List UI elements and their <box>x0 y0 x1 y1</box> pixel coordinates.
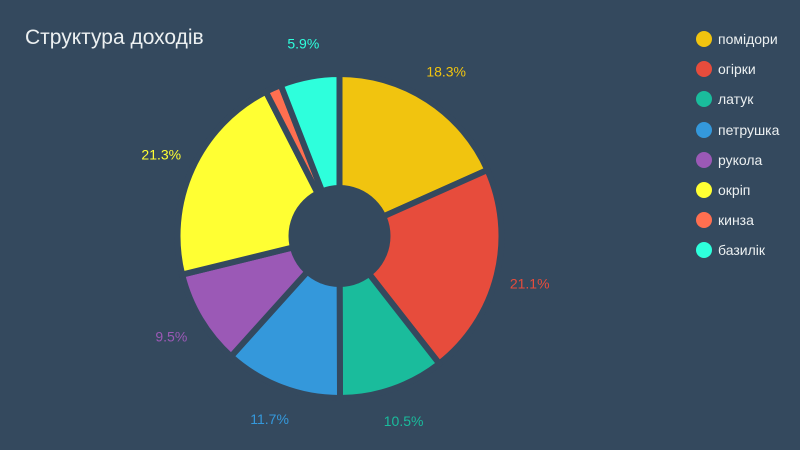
legend-swatch <box>696 242 712 259</box>
legend-item-5[interactable]: рукола <box>696 145 800 175</box>
legend-item-1[interactable]: помідори <box>696 24 800 54</box>
legend-swatch <box>696 61 712 78</box>
legend: помідори огірки латук петрушка рукола окріп ки… <box>696 24 800 266</box>
legend-item-2[interactable]: огірки <box>696 54 800 84</box>
donut-hole <box>288 185 391 287</box>
slice-label-5: 9.5% <box>155 329 187 345</box>
slice-label-2: 21.1% <box>510 275 550 291</box>
slice-label-4: 11.7% <box>250 411 289 427</box>
slice-label-8: 5.9% <box>287 35 319 51</box>
legend-item-8[interactable]: базилік <box>696 235 800 265</box>
legend-swatch <box>696 121 712 138</box>
legend-item-6[interactable]: окріп <box>696 175 800 205</box>
legend-swatch <box>696 91 712 108</box>
legend-item-3[interactable]: латук <box>696 84 800 114</box>
legend-label: кинза <box>718 212 754 229</box>
pie-slice-1 <box>336 70 492 241</box>
legend-label: петрушка <box>718 121 780 138</box>
legend-label: помідори <box>718 31 778 48</box>
legend-label: базилік <box>718 242 765 259</box>
legend-swatch <box>696 212 712 229</box>
legend-label: окріп <box>718 182 751 199</box>
legend-label: рукола <box>718 151 763 168</box>
legend-label: латук <box>718 91 754 108</box>
slice-label-1: 18.3% <box>426 64 466 80</box>
legend-swatch <box>696 151 712 168</box>
legend-swatch <box>696 31 712 48</box>
legend-swatch <box>696 182 712 199</box>
pie-slices <box>174 70 505 402</box>
pie-labels: 18.3% 21.1% 10.5% 11.7% 9.5% 21.3% 5.9% <box>141 35 549 429</box>
chart-title: Структура доходів <box>25 26 204 49</box>
legend-item-4[interactable]: петрушка <box>696 115 800 145</box>
legend-label: огірки <box>718 61 756 78</box>
slice-label-6: 21.3% <box>141 146 181 162</box>
legend-item-7[interactable]: кинза <box>696 205 800 235</box>
slice-label-3: 10.5% <box>384 413 424 429</box>
